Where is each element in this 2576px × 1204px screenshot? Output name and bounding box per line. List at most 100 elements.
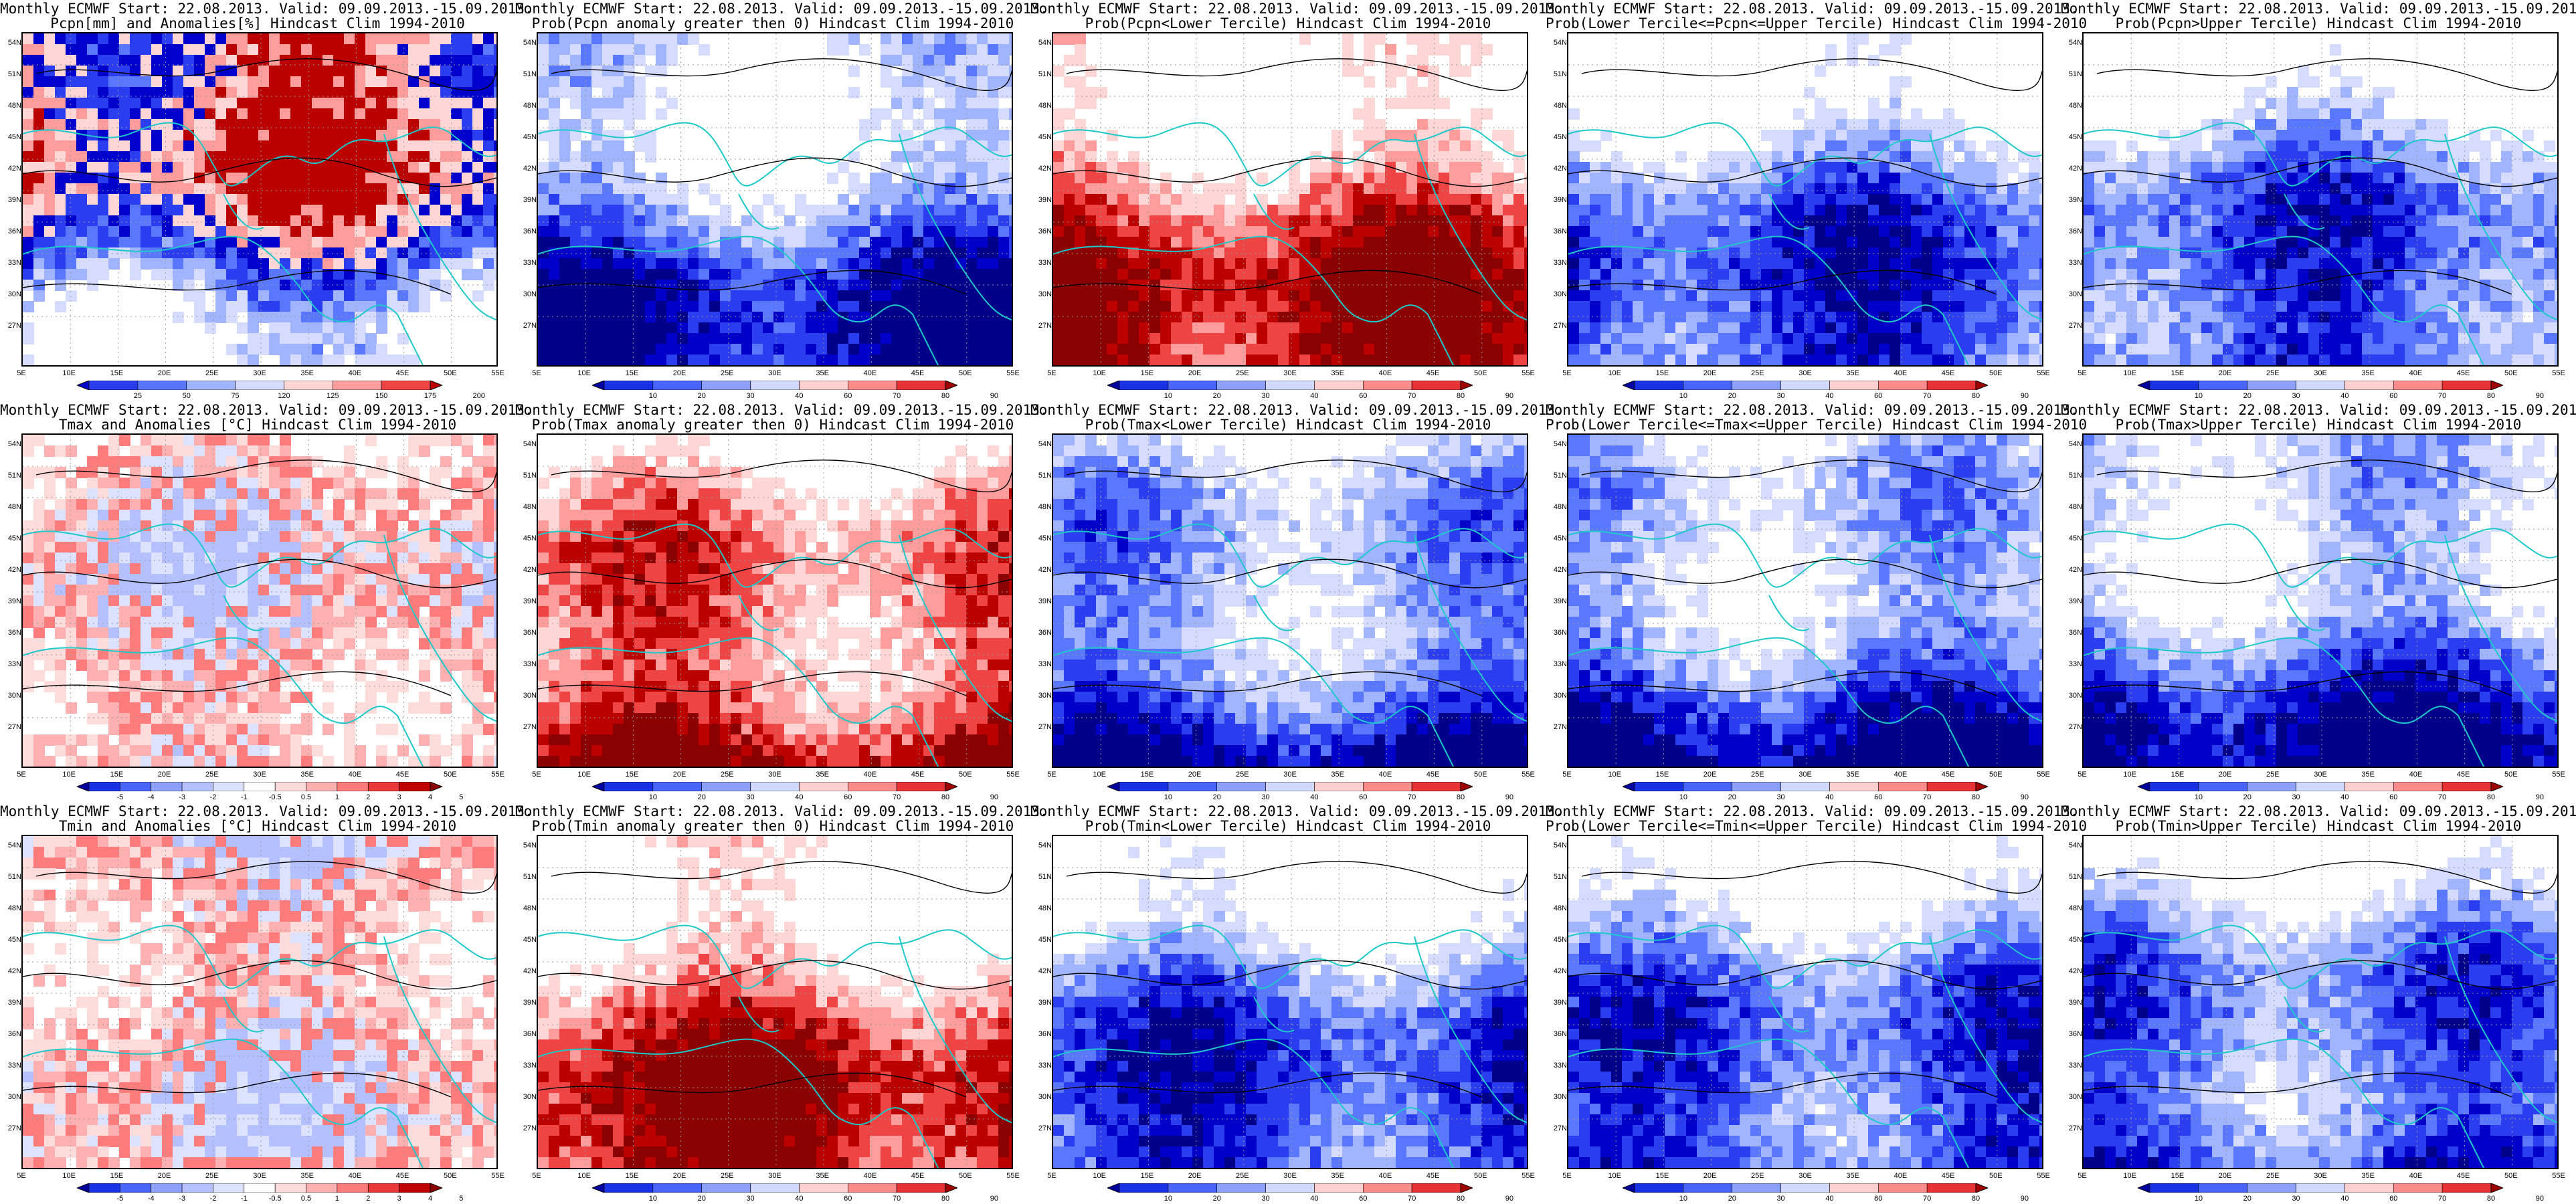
field-cell bbox=[1793, 130, 1805, 141]
field-cell bbox=[2383, 119, 2395, 130]
field-cell bbox=[1396, 247, 1407, 259]
field-cell bbox=[1879, 280, 1890, 291]
field-cell bbox=[1815, 173, 1826, 184]
field-cell bbox=[397, 119, 409, 130]
field-cell bbox=[1729, 365, 1740, 367]
field-cell bbox=[162, 226, 173, 237]
field-cell bbox=[549, 226, 560, 237]
longitude-label: 40E bbox=[348, 369, 362, 377]
field-cell bbox=[581, 87, 592, 98]
field-cell bbox=[494, 237, 496, 248]
field-cell bbox=[87, 183, 98, 195]
longitude-label: 5E bbox=[2078, 369, 2087, 377]
field-cell bbox=[419, 162, 430, 173]
field-cell bbox=[870, 194, 881, 205]
field-cell bbox=[2007, 365, 2019, 367]
forecast-map bbox=[2082, 32, 2559, 367]
field-cell bbox=[559, 301, 571, 312]
field-cell bbox=[1579, 183, 1590, 195]
field-cell bbox=[1847, 140, 1858, 152]
field-cell bbox=[387, 365, 398, 367]
field-cell bbox=[119, 226, 130, 237]
field-cell bbox=[1847, 194, 1858, 205]
field-cell bbox=[1633, 280, 1644, 291]
field-cell bbox=[2373, 205, 2384, 216]
field-cell bbox=[1385, 130, 1396, 141]
field-cell bbox=[33, 108, 45, 120]
field-cell bbox=[1053, 333, 1065, 344]
field-cell bbox=[130, 87, 141, 98]
field-cell bbox=[151, 269, 163, 280]
field-cell bbox=[891, 290, 903, 302]
field-cell bbox=[355, 365, 366, 367]
field-cell bbox=[1815, 215, 1826, 227]
field-cell bbox=[237, 162, 248, 173]
field-cell bbox=[645, 355, 656, 365]
field-cell bbox=[848, 33, 860, 45]
field-cell bbox=[773, 333, 785, 344]
field-cell bbox=[1246, 365, 1257, 367]
field-cell bbox=[344, 173, 355, 184]
field-cell bbox=[1096, 173, 1107, 184]
field-cell bbox=[1922, 290, 1933, 302]
field-cell bbox=[1374, 140, 1386, 152]
field-cell bbox=[602, 205, 614, 216]
field-cell bbox=[1235, 355, 1247, 365]
field-cell bbox=[1385, 98, 1396, 109]
field-cell bbox=[376, 108, 387, 120]
colorbar-tick-label: 70 bbox=[893, 392, 901, 400]
field-cell bbox=[902, 183, 913, 195]
field-cell bbox=[902, 44, 913, 56]
field-cell bbox=[1900, 76, 1912, 88]
field-cell bbox=[1331, 280, 1343, 291]
field-cell bbox=[1053, 151, 1065, 163]
map-panel: Monthly ECMWF Start: 22.08.2013. Valid: … bbox=[515, 0, 1048, 401]
field-cell bbox=[344, 333, 355, 344]
field-cell bbox=[397, 140, 409, 152]
field-cell bbox=[549, 194, 560, 205]
field-cell bbox=[988, 237, 999, 248]
field-cell bbox=[795, 355, 806, 365]
field-cell bbox=[1740, 162, 1751, 173]
field-cell bbox=[2298, 66, 2309, 77]
field-cell bbox=[280, 108, 291, 120]
field-cell bbox=[1579, 344, 1590, 355]
field-cell bbox=[1964, 151, 1976, 163]
field-cell bbox=[591, 355, 603, 365]
field-cell bbox=[1611, 151, 1623, 163]
field-cell bbox=[1665, 247, 1676, 259]
field-cell bbox=[795, 312, 806, 323]
field-cell bbox=[763, 355, 774, 365]
field-cell bbox=[269, 290, 280, 302]
field-cell bbox=[1954, 365, 1965, 367]
field-cell bbox=[419, 130, 430, 141]
field-cell bbox=[591, 119, 603, 130]
field-cell bbox=[1793, 205, 1805, 216]
field-cell bbox=[1825, 140, 1837, 152]
field-cell bbox=[1793, 140, 1805, 152]
field-cell bbox=[1139, 237, 1150, 248]
field-cell bbox=[2362, 119, 2373, 130]
field-cell bbox=[1160, 333, 1172, 344]
field-cell bbox=[173, 162, 184, 173]
field-cell bbox=[2276, 108, 2288, 120]
field-cell bbox=[998, 322, 1010, 334]
field-cell bbox=[2255, 173, 2266, 184]
field-cell bbox=[1675, 226, 1687, 237]
field-cell bbox=[1761, 355, 1772, 365]
field-cell bbox=[1406, 247, 1418, 259]
field-cell bbox=[365, 162, 377, 173]
field-cell bbox=[1868, 301, 1879, 312]
field-cell bbox=[848, 215, 860, 227]
field-cell bbox=[881, 215, 892, 227]
field-cell bbox=[613, 173, 624, 184]
field-cell bbox=[1611, 194, 1623, 205]
latitude-label: 48N bbox=[1038, 102, 1052, 110]
field-cell bbox=[2340, 108, 2352, 120]
field-cell bbox=[645, 258, 656, 270]
field-cell bbox=[2180, 215, 2191, 227]
field-cell bbox=[387, 247, 398, 259]
field-cell bbox=[269, 140, 280, 152]
field-cell bbox=[699, 355, 710, 365]
field-cell bbox=[656, 66, 667, 77]
